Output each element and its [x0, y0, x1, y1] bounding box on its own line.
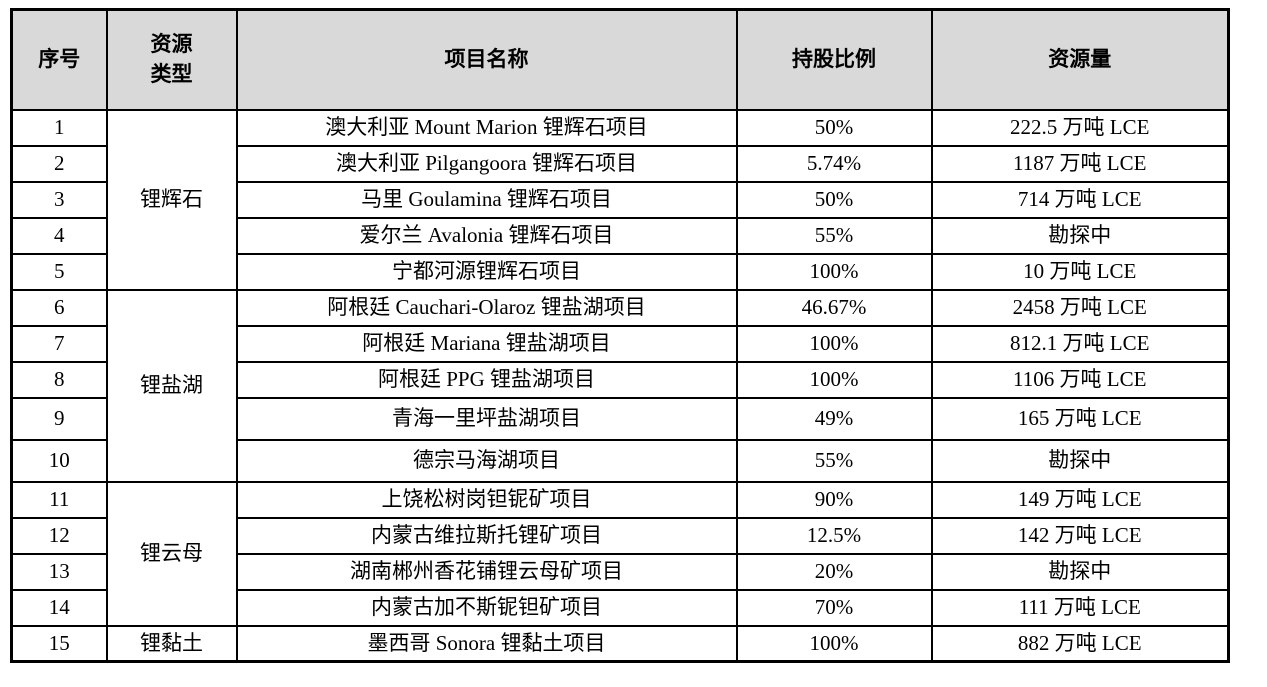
table-row: 14 内蒙古加不斯铌钽矿项目 70% 111 万吨 LCE	[10, 588, 1230, 627]
resource-amount: 149 万吨 LCE	[930, 480, 1230, 519]
share-ratio: 100%	[735, 624, 933, 663]
header-cell-project-name: 项目名称	[235, 8, 738, 111]
row-number: 7	[10, 324, 108, 363]
table-row: 13 湖南郴州香花铺锂云母矿项目 20% 勘探中	[10, 552, 1230, 591]
resource-amount: 2458 万吨 LCE	[930, 288, 1230, 327]
header-cell-resource-type: 资源 类型	[105, 8, 238, 111]
resource-amount: 勘探中	[930, 552, 1230, 591]
share-ratio: 90%	[735, 480, 933, 519]
project-name: 宁都河源锂辉石项目	[235, 252, 738, 291]
table-row: 11 锂云母 上饶松树岗钽铌矿项目 90% 149 万吨 LCE	[10, 480, 1230, 627]
table-row: 4 爱尔兰 Avalonia 锂辉石项目 55% 勘探中	[10, 216, 1230, 255]
header-cell-resource-amount: 资源量	[930, 8, 1230, 111]
share-ratio: 100%	[735, 360, 933, 399]
table-row: 2 澳大利亚 Pilgangoora 锂辉石项目 5.74% 1187 万吨 L…	[10, 144, 1230, 183]
resource-amount: 111 万吨 LCE	[930, 588, 1230, 627]
resource-type-cell-lepidolite: 锂云母	[105, 480, 238, 627]
resource-amount: 714 万吨 LCE	[930, 180, 1230, 219]
header-row: 序号 资源 类型 项目名称 持股比例 资源量	[10, 8, 1230, 111]
share-ratio: 20%	[735, 552, 933, 591]
project-name: 德宗马海湖项目	[235, 438, 738, 483]
table-row: 3 马里 Goulamina 锂辉石项目 50% 714 万吨 LCE	[10, 180, 1230, 219]
resource-table: 序号 资源 类型 项目名称 持股比例 资源量 1 锂辉石 澳大利亚 Mount …	[10, 8, 1230, 663]
row-number: 11	[10, 480, 108, 519]
project-name: 澳大利亚 Pilgangoora 锂辉石项目	[235, 144, 738, 183]
table-row: 6 锂盐湖 阿根廷 Cauchari-Olaroz 锂盐湖项目 46.67% 2…	[10, 288, 1230, 483]
share-ratio: 70%	[735, 588, 933, 627]
project-name: 澳大利亚 Mount Marion 锂辉石项目	[235, 108, 738, 147]
share-ratio: 46.67%	[735, 288, 933, 327]
header-resource-type-line2: 类型	[150, 61, 193, 86]
project-name: 上饶松树岗钽铌矿项目	[235, 480, 738, 519]
row-number: 12	[10, 516, 108, 555]
resource-amount: 勘探中	[930, 216, 1230, 255]
project-name: 阿根廷 PPG 锂盐湖项目	[235, 360, 738, 399]
share-ratio: 50%	[735, 180, 933, 219]
project-name: 内蒙古维拉斯托锂矿项目	[235, 516, 738, 555]
resource-type-cell-clay: 锂黏土	[105, 624, 238, 663]
row-number: 2	[10, 144, 108, 183]
project-name: 青海一里坪盐湖项目	[235, 396, 738, 441]
resource-table-container: 序号 资源 类型 项目名称 持股比例 资源量 1 锂辉石 澳大利亚 Mount …	[10, 8, 1230, 663]
project-name: 湖南郴州香花铺锂云母矿项目	[235, 552, 738, 591]
table-row: 9 青海一里坪盐湖项目 49% 165 万吨 LCE	[10, 396, 1230, 441]
share-ratio: 12.5%	[735, 516, 933, 555]
row-number: 9	[10, 396, 108, 441]
share-ratio: 49%	[735, 396, 933, 441]
project-name: 阿根廷 Cauchari-Olaroz 锂盐湖项目	[235, 288, 738, 327]
share-ratio: 55%	[735, 438, 933, 483]
resource-type-cell-spodumene: 锂辉石	[105, 108, 238, 291]
row-number: 4	[10, 216, 108, 255]
resource-amount: 812.1 万吨 LCE	[930, 324, 1230, 363]
resource-type-cell-salt-lake: 锂盐湖	[105, 288, 238, 483]
project-name: 马里 Goulamina 锂辉石项目	[235, 180, 738, 219]
table-row: 10 德宗马海湖项目 55% 勘探中	[10, 438, 1230, 483]
table-row: 7 阿根廷 Mariana 锂盐湖项目 100% 812.1 万吨 LCE	[10, 324, 1230, 363]
resource-amount: 165 万吨 LCE	[930, 396, 1230, 441]
share-ratio: 55%	[735, 216, 933, 255]
project-name: 阿根廷 Mariana 锂盐湖项目	[235, 324, 738, 363]
row-number: 3	[10, 180, 108, 219]
row-number: 13	[10, 552, 108, 591]
row-number: 6	[10, 288, 108, 327]
project-name: 墨西哥 Sonora 锂黏土项目	[235, 624, 738, 663]
share-ratio: 5.74%	[735, 144, 933, 183]
project-name: 内蒙古加不斯铌钽矿项目	[235, 588, 738, 627]
resource-amount: 勘探中	[930, 438, 1230, 483]
table-row: 15 锂黏土 墨西哥 Sonora 锂黏土项目 100% 882 万吨 LCE	[10, 624, 1230, 663]
table-row: 12 内蒙古维拉斯托锂矿项目 12.5% 142 万吨 LCE	[10, 516, 1230, 555]
share-ratio: 50%	[735, 108, 933, 147]
table-row: 5 宁都河源锂辉石项目 100% 10 万吨 LCE	[10, 252, 1230, 291]
resource-amount: 1106 万吨 LCE	[930, 360, 1230, 399]
table-row: 1 锂辉石 澳大利亚 Mount Marion 锂辉石项目 50% 222.5 …	[10, 108, 1230, 291]
share-ratio: 100%	[735, 252, 933, 291]
row-number: 10	[10, 438, 108, 483]
row-number: 14	[10, 588, 108, 627]
row-number: 8	[10, 360, 108, 399]
share-ratio: 100%	[735, 324, 933, 363]
row-number: 15	[10, 624, 108, 663]
resource-amount: 1187 万吨 LCE	[930, 144, 1230, 183]
header-cell-share-ratio: 持股比例	[735, 8, 933, 111]
resource-amount: 882 万吨 LCE	[930, 624, 1230, 663]
resource-amount: 10 万吨 LCE	[930, 252, 1230, 291]
header-resource-type-line1: 资源	[150, 32, 193, 57]
header-cell-index: 序号	[10, 8, 108, 111]
resource-amount: 222.5 万吨 LCE	[930, 108, 1230, 147]
row-number: 5	[10, 252, 108, 291]
row-number: 1	[10, 108, 108, 147]
table-row: 8 阿根廷 PPG 锂盐湖项目 100% 1106 万吨 LCE	[10, 360, 1230, 399]
project-name: 爱尔兰 Avalonia 锂辉石项目	[235, 216, 738, 255]
resource-amount: 142 万吨 LCE	[930, 516, 1230, 555]
